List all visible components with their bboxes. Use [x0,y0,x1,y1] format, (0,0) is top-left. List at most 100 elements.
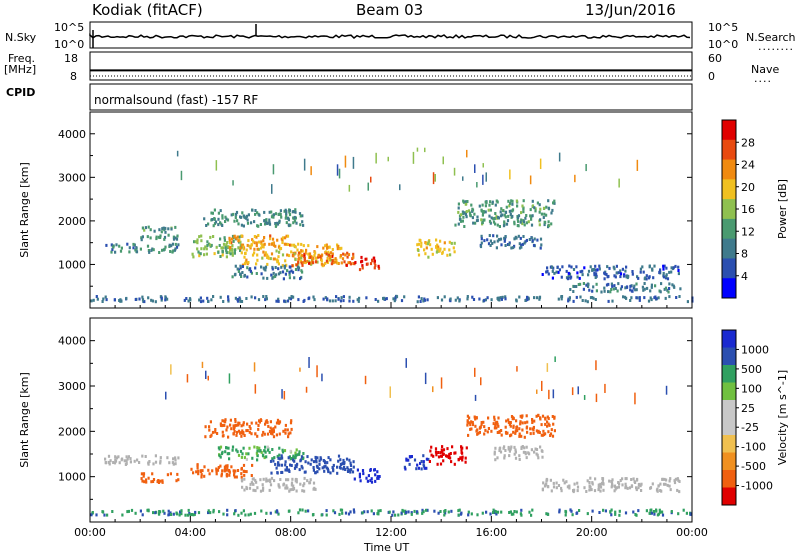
scatter-cell [356,298,359,302]
scatter-cell [251,456,254,460]
scatter-cell [221,216,224,220]
scatter-cell [256,434,259,438]
scatter-cell [481,221,484,225]
scatter-cell [686,300,689,304]
scatter-cell [199,469,202,473]
scatter-cell [399,184,401,191]
scatter-cell [212,510,215,514]
scatter-cell [494,222,497,226]
scatter-cell [141,295,144,299]
scatter-cell [486,296,489,300]
scatter-cell [95,513,98,517]
scatter-cell [161,480,164,484]
scatter-cell [539,237,543,241]
scatter-cell [496,456,499,460]
scatter-cell [424,252,427,256]
scatter-cell [313,298,316,302]
nsearch-tick-high: 10^5 [708,21,739,34]
scatter-cell [460,450,463,454]
scatter-cell [643,277,646,281]
scatter-cell [284,468,287,472]
scatter-cell [266,253,269,257]
scatter-cell [291,477,294,481]
scatter-cell [303,259,306,263]
scatter-cell [255,451,258,455]
scatter-cell [602,508,605,512]
scatter-cell [677,512,680,516]
scatter-cell [546,266,549,270]
scatter-cell [184,513,187,517]
scatter-cell [538,203,541,207]
scatter-cell [275,223,278,227]
scatter-cell [176,234,179,238]
scatter-cell [592,296,595,300]
scatter-cell [221,246,225,250]
scatter-cell [210,211,213,215]
scatter-cell [135,246,138,250]
scatter-cell [282,236,285,240]
scatter-cell [352,508,355,512]
scatter-cell [537,456,540,460]
scatter-cell [498,430,501,434]
scatter-cell [241,429,244,433]
colorbar-segment [722,330,736,348]
scatter-cell [277,461,280,465]
scatter-cell [416,510,419,514]
scatter-cell [592,285,595,289]
scatter-cell [172,512,175,516]
scatter-cell [234,423,237,427]
scatter-cell [394,513,397,517]
scatter-cell [442,452,445,456]
scatter-cell [620,285,623,289]
scatter-cell [301,508,304,512]
scatter-cell [276,238,279,242]
scatter-cell [416,463,419,467]
scatter-cell [232,212,235,216]
scatter-cell [354,261,357,264]
scatter-cell [521,445,524,448]
scatter-cell [223,423,226,427]
scatter-cell [507,447,510,451]
scatter-cell [348,261,352,265]
scatter-cell [657,484,660,488]
scatter-cell [104,295,107,299]
scatter-cell [330,262,333,266]
scatter-cell [277,255,280,259]
scatter-cell [197,469,200,473]
scatter-cell [558,268,561,272]
cpid-panel [89,83,693,111]
scatter-cell [339,458,342,462]
scatter-cell [474,394,477,401]
scatter-cell [298,508,302,512]
scatter-cell [446,454,449,458]
scatter-cell [329,258,332,262]
scatter-cell [499,296,502,300]
scatter-cell [664,482,667,486]
scatter-cell [240,466,243,470]
scatter-cell [482,420,485,424]
scatter-cell [465,446,468,450]
scatter-cell [575,295,578,299]
scatter-cell [418,238,421,242]
scatter-cell [308,252,312,256]
scatter-cell [630,296,633,300]
scatter-cell [457,210,460,214]
scatter-cell [302,456,305,460]
scatter-cell [230,213,233,217]
scatter-cell [304,261,307,265]
scatter-cell [466,414,469,418]
scatter-cell [422,463,425,467]
scatter-cell [606,275,609,279]
scatter-cell [292,216,295,220]
scatter-cell [324,244,327,248]
scatter-cell [665,266,668,270]
scatter-cell [546,485,549,489]
scatter-cell [518,454,521,458]
scatter-cell [476,428,479,432]
scatter-cell [234,509,237,513]
scatter-cell [423,298,427,302]
scatter-cell [632,510,635,514]
scatter-cell [246,422,249,426]
scatter-cell [260,450,263,454]
scatter-cell [505,419,508,423]
